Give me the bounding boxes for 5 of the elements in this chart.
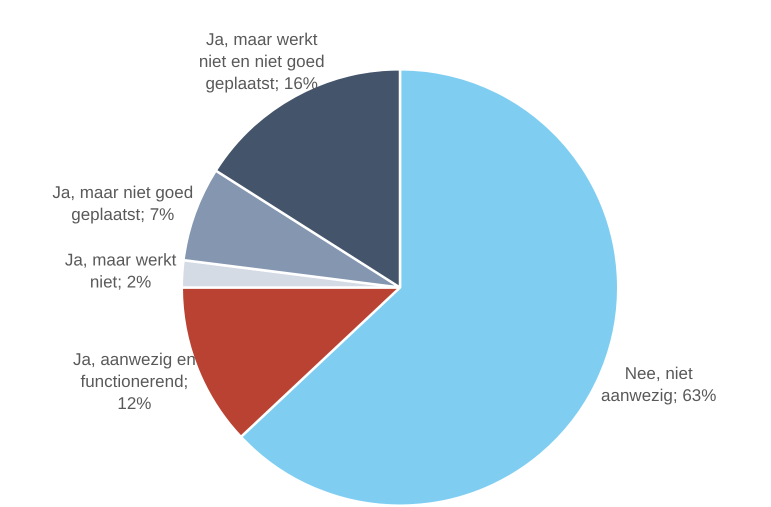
slice-label: Nee, niet aanwezig; 63% [601,364,716,405]
slice-label: Ja, maar werkt niet en niet goed geplaatst; 16% [198,30,325,93]
slice-label: Ja, maar werkt niet; 2% [64,250,177,292]
slice-label: Ja, aanwezig en functionerend; 12% [72,350,196,413]
slice-label: Ja, maar niet goed geplaatst; 7% [52,182,194,224]
